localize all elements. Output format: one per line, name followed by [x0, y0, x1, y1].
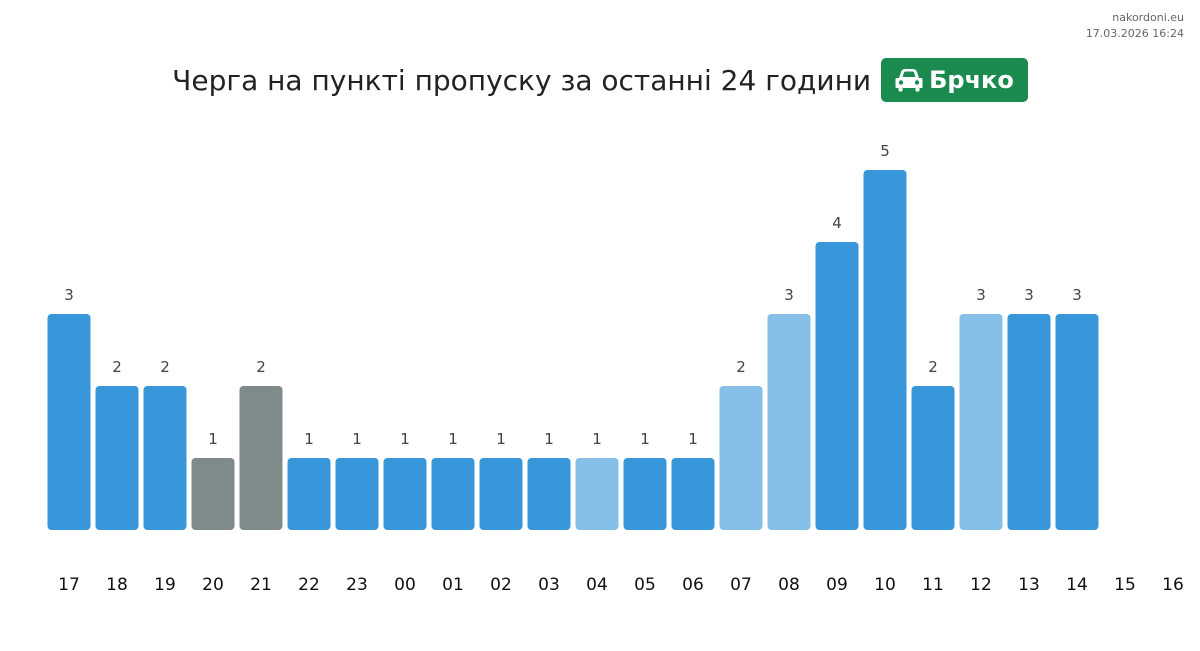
x-tick-label: 08 — [778, 575, 800, 595]
bar-value-label: 2 — [256, 358, 266, 376]
bar-11 — [911, 386, 955, 530]
bar-05 — [623, 458, 667, 530]
bar-22 — [287, 458, 331, 530]
bar-12 — [959, 314, 1003, 530]
x-tick-label: 03 — [538, 575, 560, 595]
bar-13 — [1007, 314, 1051, 530]
bar-value-label: 1 — [496, 430, 506, 448]
x-tick-label: 07 — [730, 575, 752, 595]
x-tick-label: 12 — [970, 575, 992, 595]
bar-value-label: 1 — [352, 430, 362, 448]
bar-21 — [239, 386, 283, 530]
bar-06 — [671, 458, 715, 530]
bar-value-label: 1 — [448, 430, 458, 448]
bar-value-label: 1 — [208, 430, 218, 448]
title-row: Черга на пункті пропуску за останні 24 г… — [0, 56, 1200, 104]
x-tick-label: 01 — [442, 575, 464, 595]
bar-value-label: 1 — [640, 430, 650, 448]
x-tick-label: 22 — [298, 575, 320, 595]
x-tick-label: 16 — [1162, 575, 1184, 595]
site-info: nakordoni.eu 17.03.2026 16:24 — [1086, 10, 1184, 42]
x-tick-label: 18 — [106, 575, 128, 595]
x-tick-label: 14 — [1066, 575, 1088, 595]
bar-value-label: 2 — [112, 358, 122, 376]
timestamp: 17.03.2026 16:24 — [1085, 27, 1184, 40]
bar-value-label: 3 — [64, 286, 74, 304]
bar-23 — [335, 458, 379, 530]
car-icon — [895, 68, 923, 92]
chart-title: Черга на пункті пропуску за останні 24 г… — [172, 63, 872, 97]
x-tick-label: 17 — [58, 575, 80, 595]
x-tick-label: 19 — [154, 575, 176, 595]
bar-value-label: 1 — [544, 430, 554, 448]
bar-value-label: 3 — [976, 286, 986, 304]
bar-value-label: 4 — [832, 214, 842, 232]
bar-18 — [95, 386, 139, 530]
bar-value-label: 3 — [1024, 286, 1034, 304]
bar-value-label: 3 — [1072, 286, 1082, 304]
x-tick-label: 02 — [490, 575, 512, 595]
bar-09 — [815, 242, 859, 530]
x-tick-label: 15 — [1114, 575, 1136, 595]
checkpoint-name: Брчко — [929, 66, 1014, 94]
x-tick-label: 10 — [874, 575, 896, 595]
x-tick-label: 04 — [586, 575, 608, 595]
bar-10 — [863, 170, 907, 530]
bar-value-label: 2 — [160, 358, 170, 376]
x-tick-label: 23 — [346, 575, 368, 595]
bar-00 — [383, 458, 427, 530]
bar-value-label: 1 — [304, 430, 314, 448]
bar-03 — [527, 458, 571, 530]
bar-value-label: 2 — [928, 358, 938, 376]
site-name: nakordoni.eu — [1112, 11, 1184, 24]
bar-value-label: 1 — [688, 430, 698, 448]
x-tick-label: 21 — [250, 575, 272, 595]
x-tick-label: 06 — [682, 575, 704, 595]
bar-value-label: 3 — [784, 286, 794, 304]
bar-value-label: 2 — [736, 358, 746, 376]
bar-value-label: 1 — [400, 430, 410, 448]
bar-17 — [47, 314, 91, 530]
bar-02 — [479, 458, 523, 530]
bar-value-label: 1 — [592, 430, 602, 448]
bar-value-label: 5 — [880, 142, 890, 160]
checkpoint-badge[interactable]: Брчко — [881, 58, 1028, 102]
x-tick-label: 13 — [1018, 575, 1040, 595]
bar-07 — [719, 386, 763, 530]
bar-08 — [767, 314, 811, 530]
x-tick-label: 05 — [634, 575, 656, 595]
bar-04 — [575, 458, 619, 530]
bar-01 — [431, 458, 475, 530]
bar-20 — [191, 458, 235, 530]
x-tick-label: 11 — [922, 575, 944, 595]
x-tick-label: 09 — [826, 575, 848, 595]
bar-19 — [143, 386, 187, 530]
x-tick-label: 20 — [202, 575, 224, 595]
x-tick-label: 00 — [394, 575, 416, 595]
bar-14 — [1055, 314, 1099, 530]
